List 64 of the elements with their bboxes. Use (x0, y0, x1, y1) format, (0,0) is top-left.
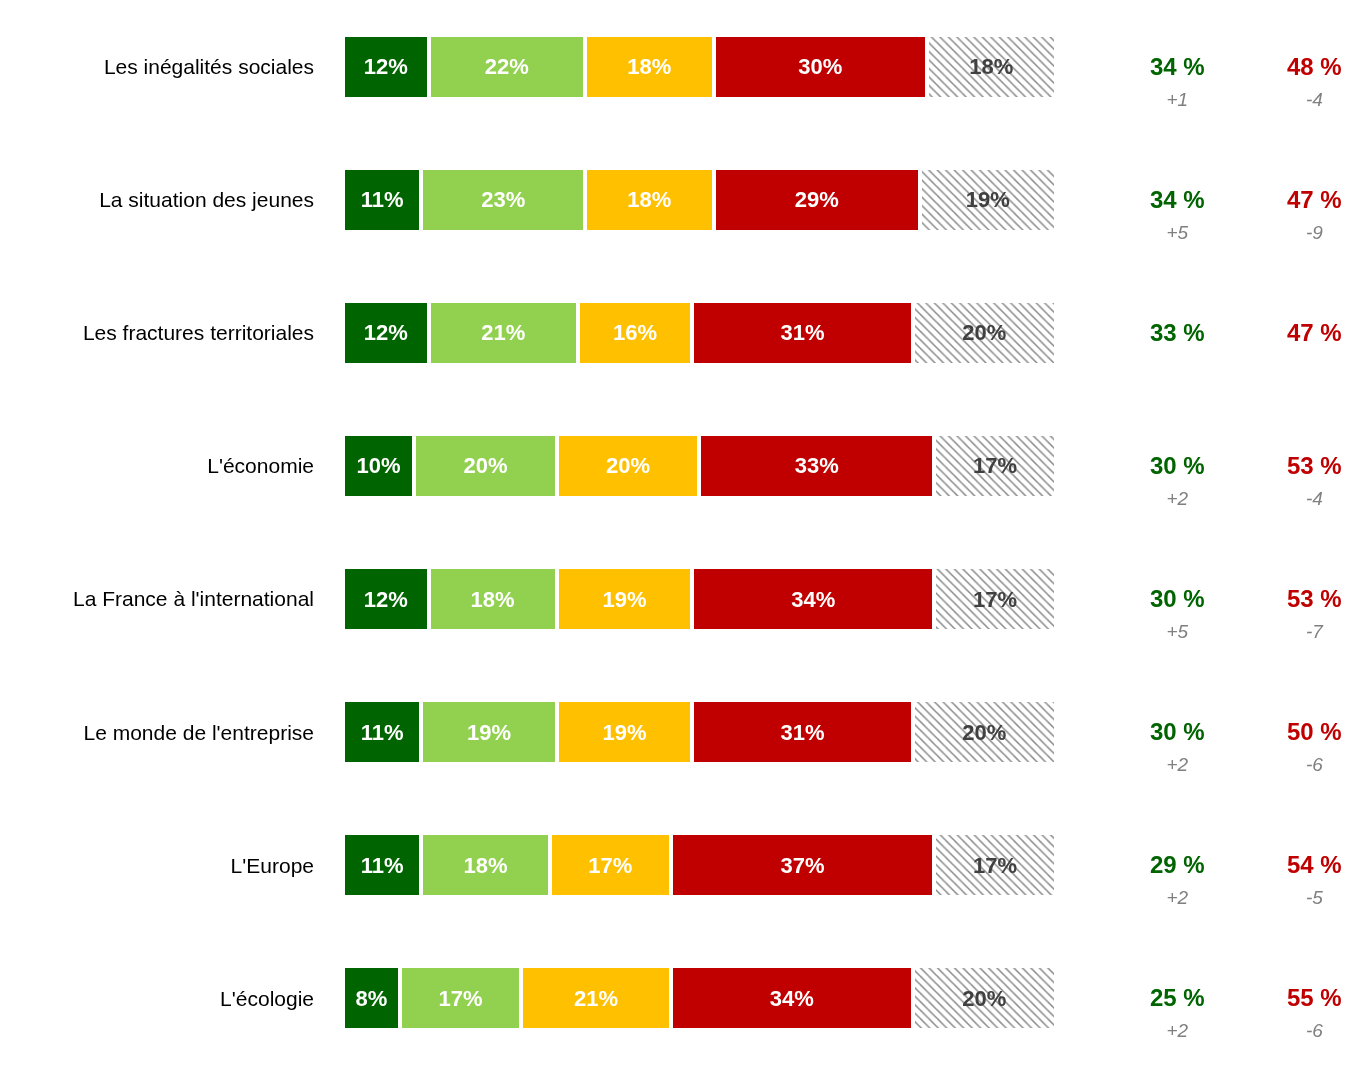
text: 54 % -5 (1287, 851, 1342, 909)
data-label: 21% (573, 985, 618, 1011)
y-tick-label: L'économie (207, 454, 314, 478)
text: 33 % (1150, 319, 1205, 346)
data-label: 20% (962, 719, 1007, 745)
text: 53 % -4 (1287, 452, 1342, 510)
y-tick-label: L'écologie (220, 986, 314, 1010)
data-label: 29% (794, 187, 839, 213)
data-label: 8% (355, 985, 388, 1011)
data-label: 20% (962, 320, 1007, 346)
y-tick-label: Les fractures territoriales (82, 321, 314, 345)
text: 25 % +2 (1150, 984, 1205, 1042)
text: 30 % +2 (1150, 718, 1205, 776)
data-label: 37% (780, 852, 825, 878)
data-label: 18% (627, 54, 672, 80)
text: 47 % -9 (1287, 186, 1342, 244)
text: 29 % +2 (1150, 851, 1205, 909)
data-label: 31% (780, 719, 825, 745)
data-label: 18% (470, 586, 515, 612)
data-label: 20% (962, 985, 1007, 1011)
data-label: 16% (613, 320, 658, 346)
data-label: 21% (481, 320, 526, 346)
y-tick-label: L'Europe (230, 853, 314, 877)
data-label: 18% (463, 852, 508, 878)
text: 34 % +1 (1150, 53, 1205, 111)
data-label: 18% (969, 54, 1014, 80)
data-label: 12% (363, 586, 408, 612)
data-label: 11% (360, 719, 404, 745)
data-label: 19% (467, 719, 512, 745)
text: 53 % -7 (1287, 585, 1342, 643)
y-tick-label: Les inégalités sociales (103, 54, 314, 78)
data-label: 17% (588, 852, 633, 878)
text: 50 % -6 (1287, 718, 1342, 776)
data-label: 11% (360, 187, 404, 213)
data-label: 19% (602, 719, 647, 745)
text: 30 % +5 (1150, 585, 1205, 643)
data-label: 19% (602, 586, 647, 612)
data-label: 11% (360, 852, 404, 878)
text: 30 % +2 (1150, 452, 1205, 510)
data-label: 20% (463, 453, 508, 479)
data-label: 31% (780, 320, 825, 346)
data-label: 18% (627, 187, 672, 213)
data-label: 30% (798, 54, 843, 80)
data-label: 20% (605, 453, 651, 479)
data-label: 34% (769, 985, 814, 1011)
data-label: 17% (972, 453, 1017, 479)
data-label: 12% (363, 54, 408, 80)
text: 55 % -6 (1287, 984, 1342, 1042)
text: 47 % (1287, 319, 1342, 346)
data-label: 17% (438, 985, 483, 1011)
data-label: 12% (363, 320, 408, 346)
y-tick-label: Le monde de l'entreprise (83, 720, 314, 744)
y-tick-label: La France à l'international (73, 587, 314, 611)
data-label: 19% (965, 187, 1010, 213)
data-label: 17% (972, 852, 1017, 878)
data-label: 22% (484, 54, 529, 80)
y-tick-label: La situation des jeunes (99, 188, 314, 212)
data-label: 17% (972, 586, 1017, 612)
data-label: 10% (356, 453, 401, 479)
text: 48 % -4 (1287, 53, 1342, 111)
data-label: 23% (481, 187, 526, 213)
data-label: 34% (791, 586, 836, 612)
data-label: 33% (794, 453, 839, 479)
text: 34 % +5 (1150, 186, 1205, 244)
